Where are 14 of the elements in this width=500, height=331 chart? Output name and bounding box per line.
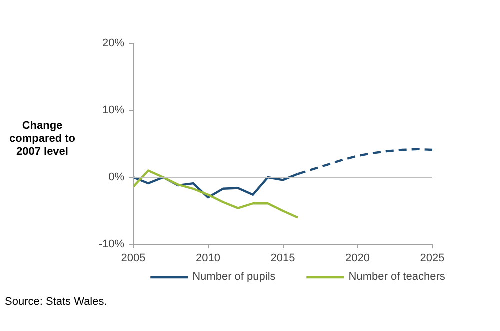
line-series: [134, 170, 300, 219]
y-tick-label: 10%: [102, 104, 125, 116]
x-tick-label: 2020: [346, 252, 370, 264]
source-note: Source: Stats Wales.: [5, 295, 108, 310]
y-axis-title: Change compared to 2007 level: [9, 120, 76, 160]
x-tick-label: 2015: [270, 252, 296, 264]
y-tick-label: 20%: [102, 38, 125, 50]
y-tick-label: -10%: [98, 238, 125, 250]
x-tick-label: 2025: [420, 252, 445, 264]
y-tick-label: 0%: [108, 172, 125, 184]
legend-label: Number of teachers: [348, 271, 446, 283]
x-tick-label: 2010: [196, 252, 220, 264]
x-tick-label: 2005: [121, 252, 146, 264]
legend-label: Number of pupils: [192, 271, 276, 283]
